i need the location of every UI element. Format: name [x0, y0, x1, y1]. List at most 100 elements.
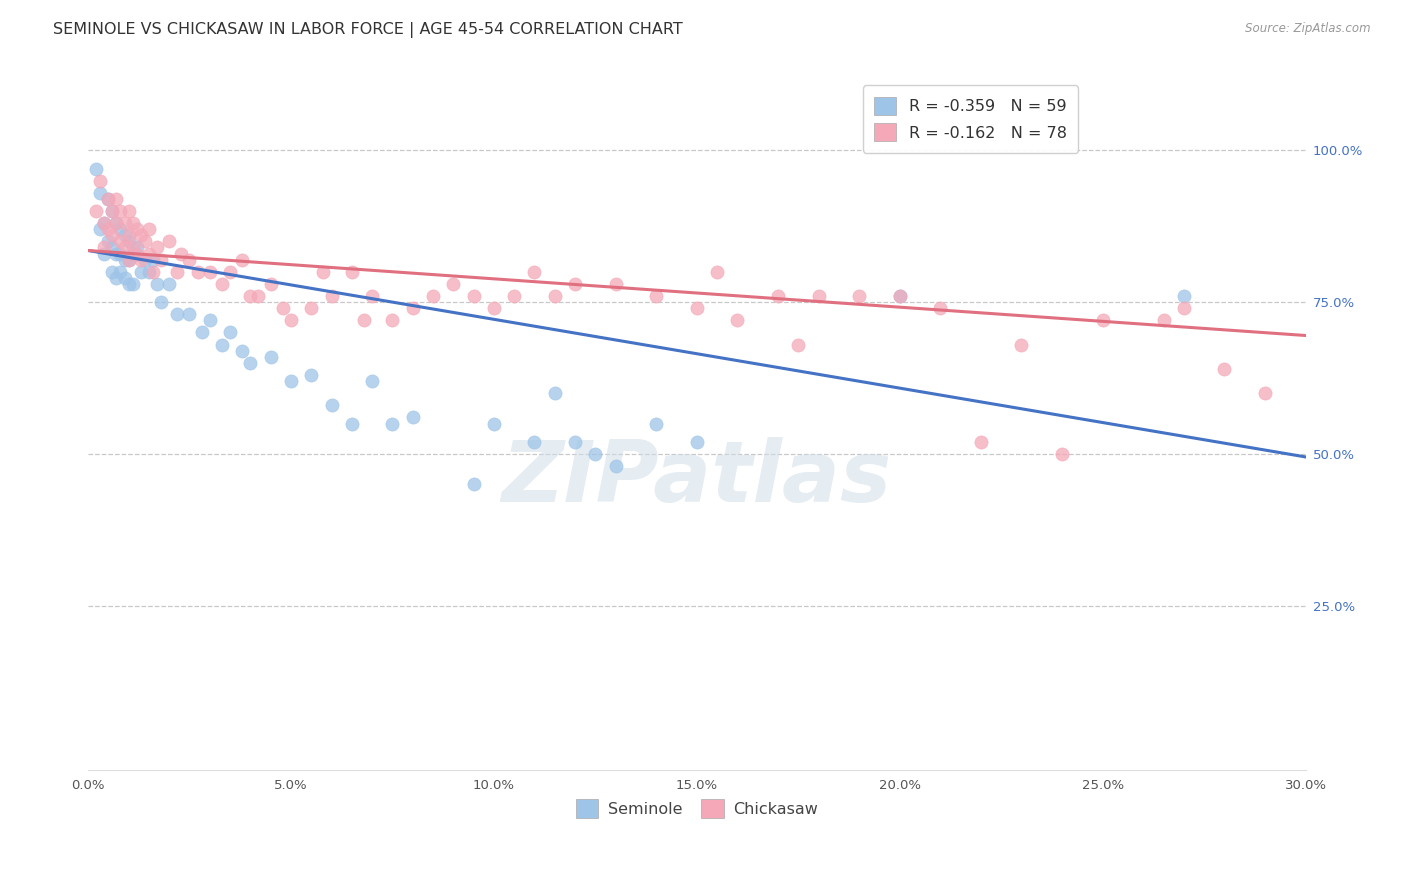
Point: [463, 289, 485, 303]
Point: [725, 313, 748, 327]
Point: [686, 301, 709, 315]
Point: [645, 289, 668, 303]
Point: [157, 235, 180, 249]
Point: [239, 289, 262, 303]
Point: [231, 252, 253, 267]
Point: [848, 289, 870, 303]
Point: [121, 277, 143, 291]
Point: [121, 246, 143, 260]
Point: [84, 204, 107, 219]
Point: [381, 417, 404, 431]
Point: [198, 265, 221, 279]
Point: [179, 307, 201, 321]
Point: [929, 301, 952, 315]
Point: [166, 265, 188, 279]
Point: [150, 295, 173, 310]
Point: [353, 313, 375, 327]
Point: [114, 252, 136, 267]
Point: [125, 222, 148, 236]
Point: [150, 252, 173, 267]
Point: [170, 246, 193, 260]
Point: [110, 265, 132, 279]
Point: [138, 265, 160, 279]
Point: [605, 277, 627, 291]
Point: [583, 447, 606, 461]
Point: [239, 356, 262, 370]
Point: [686, 434, 709, 449]
Point: [93, 216, 115, 230]
Text: Source: ZipAtlas.com: Source: ZipAtlas.com: [1246, 22, 1371, 36]
Point: [138, 246, 160, 260]
Point: [129, 265, 152, 279]
Point: [299, 301, 322, 315]
Point: [101, 265, 124, 279]
Point: [605, 458, 627, 473]
Point: [97, 192, 120, 206]
Point: [89, 222, 111, 236]
Point: [125, 240, 148, 254]
Point: [340, 265, 363, 279]
Point: [105, 246, 128, 260]
Point: [121, 240, 143, 254]
Point: [766, 289, 789, 303]
Point: [312, 265, 335, 279]
Point: [117, 277, 139, 291]
Point: [645, 417, 668, 431]
Point: [138, 222, 160, 236]
Point: [247, 289, 270, 303]
Point: [110, 204, 132, 219]
Point: [271, 301, 294, 315]
Point: [105, 192, 128, 206]
Point: [787, 337, 810, 351]
Point: [114, 240, 136, 254]
Point: [105, 216, 128, 230]
Point: [129, 252, 152, 267]
Point: [117, 204, 139, 219]
Point: [142, 265, 165, 279]
Point: [110, 222, 132, 236]
Point: [97, 192, 120, 206]
Point: [179, 252, 201, 267]
Point: [101, 240, 124, 254]
Point: [84, 161, 107, 176]
Point: [970, 434, 993, 449]
Point: [381, 313, 404, 327]
Point: [97, 235, 120, 249]
Point: [211, 277, 233, 291]
Point: [114, 216, 136, 230]
Point: [142, 252, 165, 267]
Point: [117, 228, 139, 243]
Point: [146, 277, 169, 291]
Point: [463, 477, 485, 491]
Point: [1254, 386, 1277, 401]
Text: SEMINOLE VS CHICKASAW IN LABOR FORCE | AGE 45-54 CORRELATION CHART: SEMINOLE VS CHICKASAW IN LABOR FORCE | A…: [53, 22, 683, 38]
Text: ZIPatlas: ZIPatlas: [502, 437, 891, 520]
Point: [1173, 289, 1195, 303]
Point: [121, 216, 143, 230]
Point: [105, 270, 128, 285]
Point: [1173, 301, 1195, 315]
Point: [117, 252, 139, 267]
Point: [564, 277, 586, 291]
Point: [523, 265, 546, 279]
Point: [187, 265, 209, 279]
Point: [361, 289, 384, 303]
Point: [114, 270, 136, 285]
Point: [110, 246, 132, 260]
Point: [422, 289, 444, 303]
Point: [321, 398, 343, 412]
Point: [299, 368, 322, 382]
Point: [402, 410, 425, 425]
Point: [101, 204, 124, 219]
Point: [93, 240, 115, 254]
Point: [114, 228, 136, 243]
Point: [146, 240, 169, 254]
Point: [129, 228, 152, 243]
Point: [117, 252, 139, 267]
Point: [706, 265, 728, 279]
Legend: Seminole, Chickasaw: Seminole, Chickasaw: [569, 793, 824, 824]
Point: [1091, 313, 1114, 327]
Point: [1011, 337, 1033, 351]
Point: [97, 222, 120, 236]
Point: [807, 289, 830, 303]
